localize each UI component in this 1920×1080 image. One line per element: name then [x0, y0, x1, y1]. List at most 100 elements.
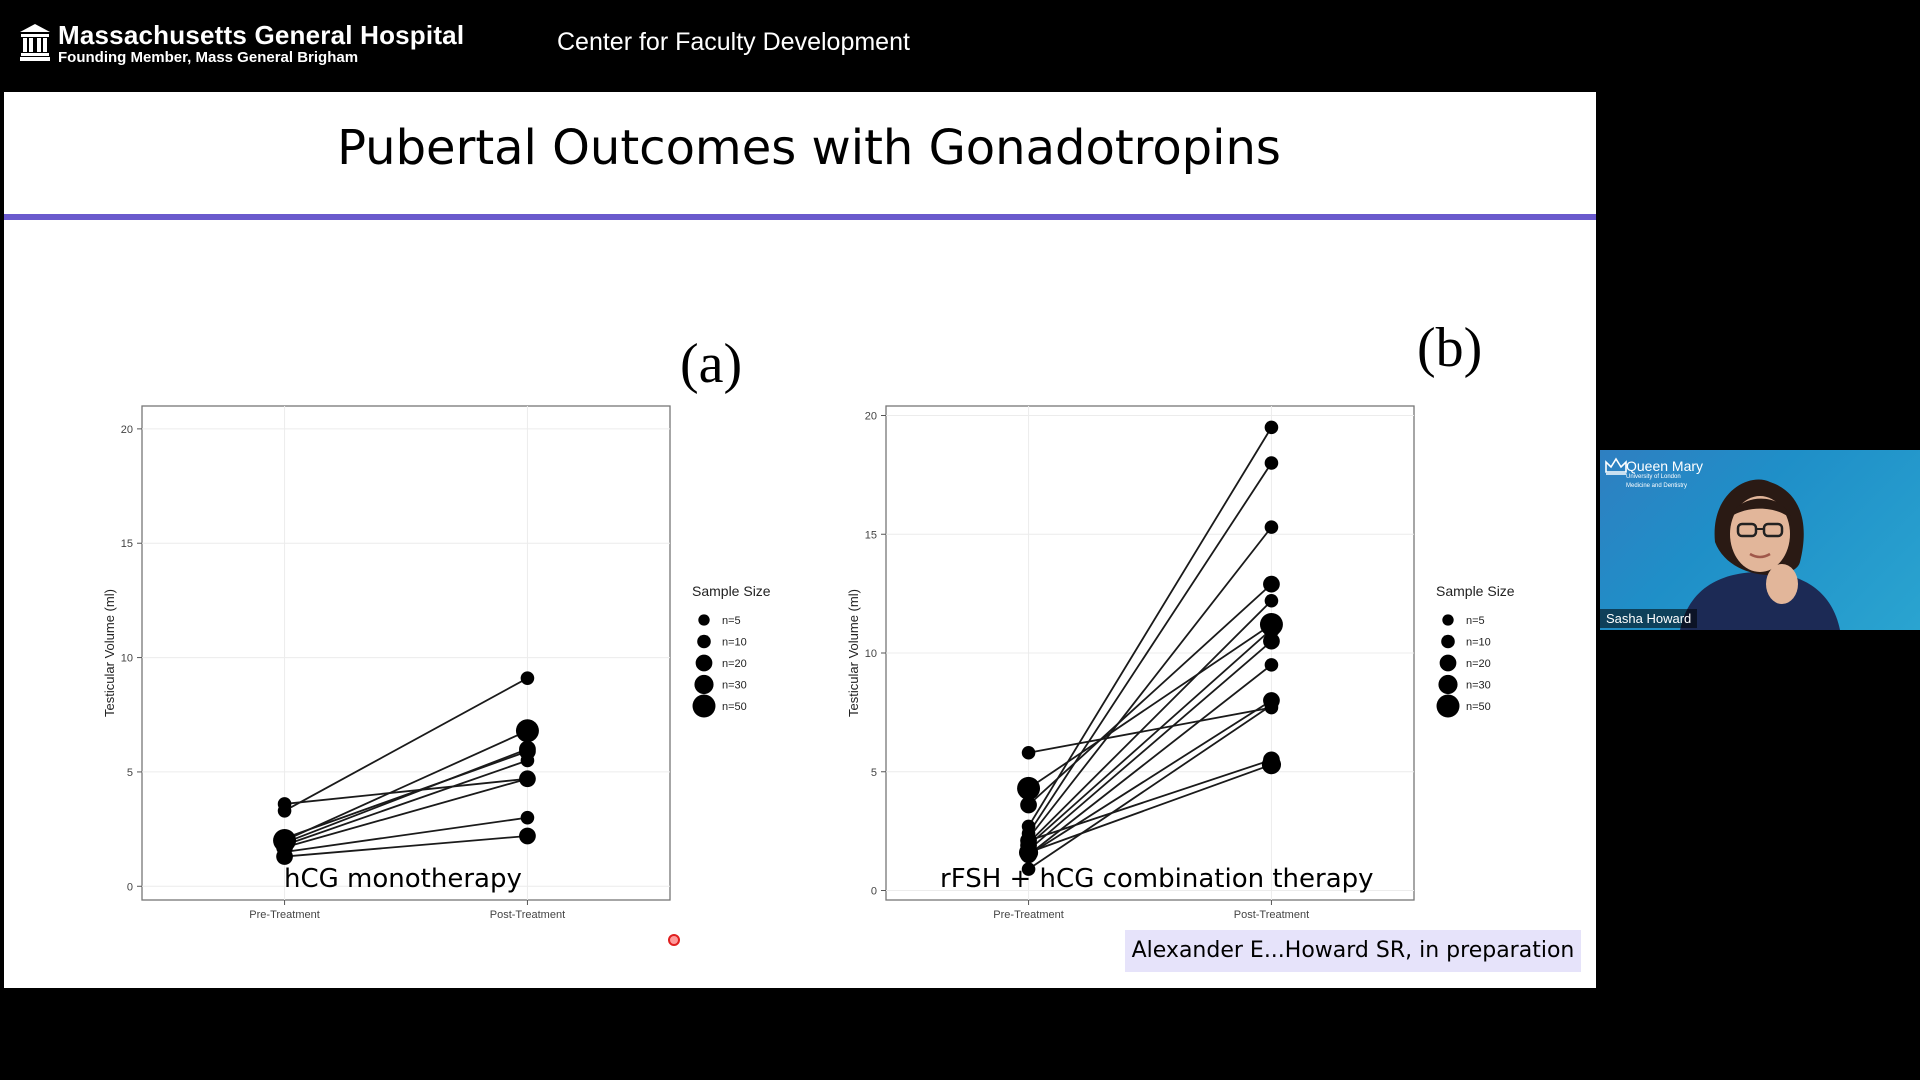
data-point-post [1263, 575, 1280, 593]
data-point-pre [1018, 842, 1039, 863]
data-point-post [515, 719, 539, 743]
legend-label: n=20 [722, 658, 747, 670]
university-logo-name: Queen Mary [1626, 458, 1704, 474]
y-tick-label: 5 [871, 767, 877, 779]
plot-panel [141, 405, 671, 901]
org-name: Massachusetts General Hospital [58, 20, 465, 50]
y-axis-label: Testicular Volume (ml) [102, 589, 117, 717]
y-tick-label: 20 [865, 411, 877, 423]
legend-key [1438, 674, 1458, 695]
legend-label: n=5 [722, 615, 741, 627]
series-line [1027, 600, 1273, 844]
data-point-post [520, 753, 535, 768]
data-point-pre [1017, 776, 1041, 800]
series-line [1028, 699, 1272, 856]
y-tick-label: 10 [121, 653, 133, 665]
y-tick-label: 10 [865, 648, 877, 660]
legend-key [695, 654, 713, 672]
data-point-pre [276, 848, 293, 865]
x-tick-label: Pre-Treatment [993, 909, 1064, 921]
y-axis-label: Testicular Volume (ml) [846, 589, 861, 717]
series-line [284, 729, 528, 842]
data-point-pre [1021, 745, 1036, 760]
title-divider [4, 214, 1596, 220]
chart-hcg-monotherapy: 0 5 10 15 20 Pre-Treatment Post-Treatment Testi… [102, 405, 771, 921]
panel-label-a: (a) [680, 333, 743, 395]
legend-key [694, 674, 714, 695]
y-tick-label: 5 [127, 767, 133, 779]
series-line [284, 677, 528, 812]
legend-title: Sample Size [692, 583, 771, 599]
y-tick-label: 20 [121, 424, 133, 436]
series-line [1028, 759, 1272, 842]
y-tick-label: 0 [871, 886, 877, 898]
caption-hcg: hCG monotherapy [284, 864, 522, 894]
data-point-post [1263, 632, 1280, 650]
legend-label: n=10 [1466, 637, 1491, 649]
caption-rfsh-hcg: rFSH + hCG combination therapy [940, 864, 1374, 894]
data-point-pre [1020, 796, 1037, 814]
data-point-post [519, 827, 536, 845]
series-line [284, 835, 528, 858]
crown-icon [1605, 457, 1627, 475]
data-point-pre [1021, 862, 1036, 876]
series-line [284, 816, 528, 853]
data-point-post [1264, 698, 1279, 713]
legend-key [697, 634, 711, 649]
org-subtitle: Founding Member, Mass General Brigham [58, 49, 359, 66]
series-line [284, 777, 528, 805]
legend-label: n=50 [1466, 701, 1491, 713]
person-avatar-icon [1680, 479, 1840, 630]
citation-box: Alexander E...Howard SR, in preparation [1125, 930, 1581, 972]
legend-label: n=30 [722, 680, 747, 692]
speaker-name-label: Sasha Howard [1600, 609, 1698, 628]
series-line [284, 750, 528, 840]
legend-label: n=20 [1466, 658, 1491, 670]
series-line [284, 759, 528, 846]
series-line [1028, 706, 1272, 754]
center-title: Center for Faculty Development [557, 28, 910, 56]
legend-label: n=10 [722, 637, 747, 649]
series-line [1027, 628, 1273, 847]
data-point-post [1264, 520, 1279, 534]
university-logo-faculty: Medicine and Dentistry [1626, 483, 1688, 489]
series-line [1028, 704, 1272, 870]
legend-key [1441, 634, 1455, 649]
x-tick-label: Post-Treatment [1234, 909, 1309, 921]
data-point-post [520, 810, 535, 825]
y-tick-label: 15 [865, 529, 877, 541]
data-point-post [1261, 755, 1282, 775]
series-line [1028, 763, 1272, 854]
series-line [1027, 640, 1273, 851]
series-line [1027, 426, 1273, 827]
series-line [1027, 526, 1273, 839]
university-logo-sub: University of London [1626, 474, 1681, 480]
data-point-post [520, 671, 535, 685]
data-point-post [519, 770, 536, 788]
panel-label-b: (b) [1417, 317, 1483, 379]
legend-label: n=5 [1466, 615, 1485, 627]
slide-title: Pubertal Outcomes with Gonadotropins [337, 120, 1281, 176]
laser-pointer-icon [668, 934, 680, 946]
top-bar: Massachusetts General Hospital Founding … [0, 0, 1920, 92]
x-tick-label: Pre-Treatment [249, 909, 320, 921]
chart-rfsh-hcg-combination: 0 5 10 15 20 Pre-Treatment Post-Treatment Testi… [846, 405, 1515, 921]
legend-label: n=50 [722, 701, 747, 713]
hospital-building-icon [20, 24, 50, 61]
x-tick-label: Post-Treatment [490, 909, 565, 921]
series-line [284, 777, 528, 849]
legend-key [1436, 694, 1460, 718]
legend-key [692, 694, 716, 718]
data-point-pre [277, 804, 292, 818]
legend-title: Sample Size [1436, 583, 1515, 599]
legend-key [698, 614, 710, 626]
data-point-post [1264, 658, 1279, 672]
y-tick-label: 0 [127, 881, 133, 893]
legend-label: n=30 [1466, 680, 1491, 692]
data-point-post [1264, 456, 1279, 470]
legend-key [1442, 614, 1454, 626]
data-point-post [1264, 420, 1279, 435]
legend-key [1439, 654, 1457, 672]
data-point-post [1263, 620, 1280, 638]
presentation-slide: Pubertal Outcomes with Gonadotropins 0 5 1… [4, 92, 1596, 988]
